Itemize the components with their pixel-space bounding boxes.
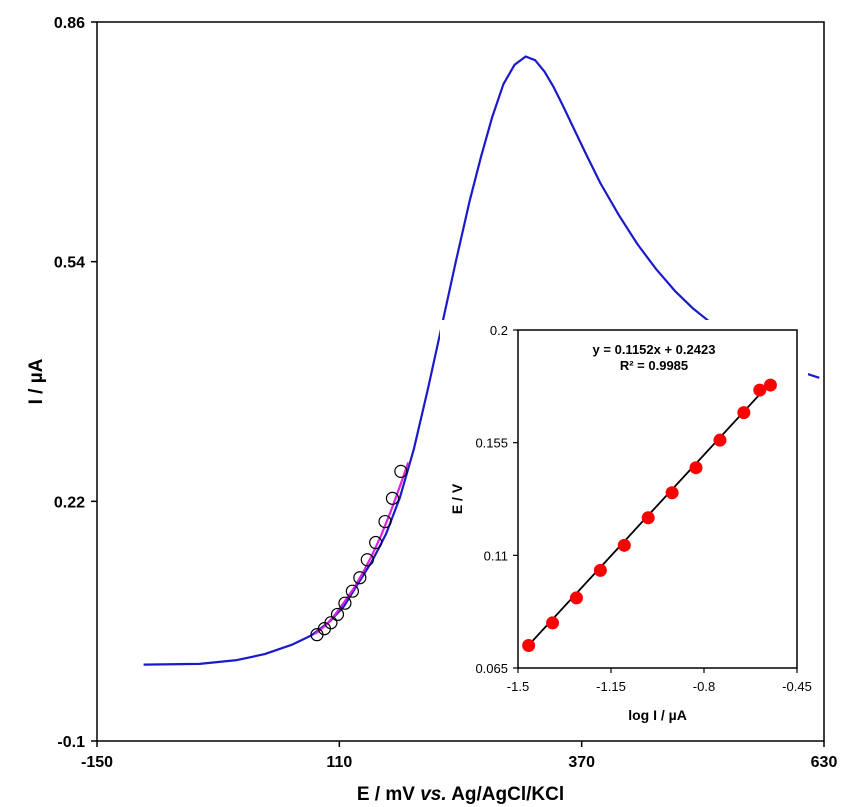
inset-x-axis-title: log I / µA [628, 707, 687, 723]
y-tick-label: 0.22 [54, 494, 85, 511]
fit-region-curve [314, 462, 410, 635]
data-point-open-circle [378, 514, 392, 529]
y-tick-label: 0.54 [54, 255, 85, 272]
x-axis-title-part-2: vs. [420, 784, 446, 805]
inset-data-point [665, 486, 679, 500]
inset-y-tick-label: 0.155 [475, 436, 508, 451]
data-point-open-circle [324, 616, 338, 630]
inset-plot-frame [517, 329, 798, 669]
x-tick-label: 630 [811, 754, 838, 771]
inset-x-tick-label: -1.15 [596, 679, 626, 694]
data-point-open-circle [330, 607, 345, 622]
inset-series-group [522, 378, 777, 652]
x-axis-title-part-3: Ag/AgCl/KCl [447, 784, 565, 805]
inset-data-point [753, 383, 767, 397]
inset-data-point [546, 616, 560, 630]
inset-data-point [617, 538, 631, 552]
inset-data-point [689, 461, 703, 475]
inset-plot: -1.5 -1.15 -0.8 -0.45 0.065 0.11 0.155 0.2 y = … [440, 320, 812, 730]
inset-y-tick-label: 0.065 [475, 661, 508, 676]
data-point-open-circle [369, 535, 383, 550]
data-point-open-circle [338, 596, 352, 610]
trendline-r-squared: R² = 0.9985 [620, 358, 688, 373]
inset-x-tick-label: -0.45 [782, 679, 812, 694]
main-y-axis-title: I / µA [26, 358, 47, 404]
data-point-open-circle [394, 464, 408, 478]
inset-data-point [737, 406, 751, 420]
data-point-open-circle [353, 571, 367, 585]
main-plot-frame [96, 21, 825, 742]
inset-y-tick-label: 0.2 [490, 323, 508, 338]
inset-x-tick-label: -0.8 [693, 679, 715, 694]
x-tick-label: 110 [326, 754, 352, 771]
x-tick-label: -150 [81, 754, 113, 771]
main-axes-group: -150 110 370 630 -0.1 0.22 0.54 0.86 [54, 15, 838, 771]
data-point-open-circle [345, 584, 359, 598]
inset-data-point [641, 511, 655, 525]
inset-data-point [569, 591, 583, 605]
voltammogram-curve [143, 55, 820, 666]
inset-data-point [593, 563, 607, 577]
x-tick-label: 370 [568, 754, 595, 771]
trendline-equation: y = 0.1152x + 0.2423 [593, 342, 716, 357]
main-x-axis-title: E / mV vs. Ag/AgCl/KCl [357, 784, 564, 805]
inset-x-tick-label: -1.5 [507, 679, 529, 694]
y-tick-label: -0.1 [57, 734, 85, 751]
main-plot: -150 110 370 630 -0.1 0.22 0.54 0.86 E / mV vs.… [26, 15, 837, 805]
data-point-open-circle [385, 491, 400, 505]
inset-axes-group: -1.5 -1.15 -0.8 -0.45 0.065 0.11 0.155 0.2 [475, 323, 811, 694]
data-point-open-circle [360, 553, 374, 567]
inset-y-axis-title: E / V [449, 483, 465, 514]
inset-data-point [763, 378, 777, 392]
inset-y-tick-label: 0.11 [484, 548, 508, 563]
inset-data-point [713, 433, 727, 447]
y-tick-label: 0.86 [54, 15, 85, 32]
x-axis-title-part-1: E / mV [357, 784, 420, 805]
inset-plot-background [440, 320, 808, 730]
inset-data-point [522, 638, 536, 652]
main-series-group [143, 55, 820, 666]
